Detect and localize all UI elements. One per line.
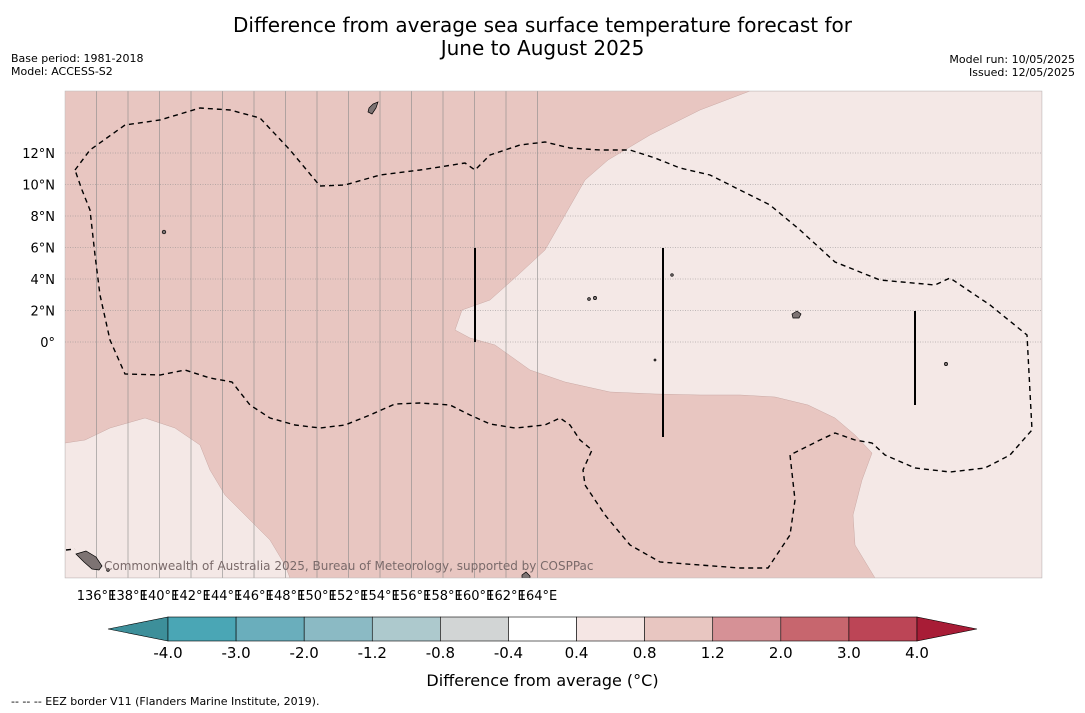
island-dot	[106, 568, 110, 572]
colorbar-swatch	[167, 616, 237, 642]
x-tick-label: 142°E	[171, 589, 211, 604]
colorbar-swatch	[508, 616, 577, 642]
colorbar-tick-label: 4.0	[905, 644, 929, 662]
colorbar-tick-label: 0.8	[632, 644, 657, 662]
x-tick-label: 156°E	[392, 589, 432, 604]
model-label: Model: ACCESS-S2	[11, 65, 113, 78]
map-title-line1: Difference from average sea surface temp…	[232, 13, 852, 37]
colorbar-extend-low	[107, 616, 169, 642]
eez-legend-footer: -- -- -- EEZ border V11 (Flanders Marine…	[11, 695, 320, 708]
x-axis-labels: 136°E138°E140°E142°E144°E146°E148°E150°E…	[77, 589, 558, 604]
eez-png-south	[65, 548, 76, 551]
island-guam	[367, 101, 379, 115]
colorbar-swatch	[712, 616, 782, 642]
colorbar-swatch	[371, 616, 441, 642]
x-tick-label: 162°E	[486, 589, 526, 604]
y-tick-label: 12°N	[22, 147, 55, 162]
issued-label: Issued: 12/05/2025	[968, 66, 1075, 79]
island-dot	[161, 229, 167, 235]
map-frame	[64, 90, 1043, 579]
colorbar-swatch	[644, 616, 714, 642]
island-north-png	[75, 550, 103, 571]
colorbar-tick-label: -2.0	[289, 644, 319, 662]
colorbar-swatch	[235, 616, 305, 642]
x-tick-label: 148°E	[266, 589, 306, 604]
x-tick-label: 164°E	[518, 589, 558, 604]
colorbar-tick-label: -4.0	[153, 644, 183, 662]
y-tick-label: 10°N	[22, 179, 55, 194]
islands	[75, 101, 948, 578]
anomaly-zone-low-southwest	[65, 417, 291, 578]
island-dot	[587, 297, 591, 301]
colorbar-swatch	[576, 616, 645, 642]
colorbar-tick-label: 0.4	[564, 644, 589, 662]
x-tick-label: 160°E	[455, 589, 495, 604]
anomaly-zone-low-east	[454, 91, 1042, 578]
island-small-south	[521, 571, 531, 578]
colorbar-tick-label: 2.0	[768, 644, 793, 662]
y-axis-labels: 12°N 10°N 8°N 6°N 4°N 2°N 0°	[22, 147, 55, 351]
y-tick-label: 8°N	[31, 210, 56, 225]
colorbar-swatch	[780, 616, 850, 642]
meta-left: Base period: 1981-2018 Model: ACCESS-S2	[11, 52, 143, 78]
island-dot	[653, 358, 657, 362]
eez-borders	[65, 107, 1033, 569]
x-tick-label: 140°E	[140, 589, 180, 604]
colorbar-tick-label: -0.4	[493, 644, 524, 662]
island-dot	[593, 296, 597, 300]
colorbar-swatch	[303, 616, 373, 642]
y-tick-label: 6°N	[31, 242, 56, 257]
x-tick-label: 150°E	[297, 589, 337, 604]
fsm-boundary-segments	[474, 248, 916, 437]
colorbar-tick-label: -0.8	[425, 644, 455, 662]
x-tick-label: 144°E	[203, 589, 243, 604]
colorbar	[107, 616, 978, 642]
colorbar-extend-high	[916, 616, 978, 642]
colorbar-swatch	[848, 616, 918, 642]
x-tick-label: 152°E	[329, 589, 369, 604]
colorbar-tick-label: -1.2	[357, 644, 387, 662]
y-tick-label: 2°N	[31, 305, 56, 320]
y-tick-label: 0°	[40, 336, 55, 351]
model-run-label: Model run: 10/05/2025	[949, 53, 1075, 66]
colorbar-swatch	[440, 616, 509, 642]
colorbar-tick-label: -3.0	[221, 644, 251, 662]
copyright-credit: Commonwealth of Australia 2025, Bureau o…	[104, 559, 594, 573]
x-tick-label: 158°E	[423, 589, 463, 604]
colorbar-tick-label: 3.0	[836, 644, 861, 662]
x-tick-label: 136°E	[77, 589, 117, 604]
colorbar-tick-label: 1.2	[700, 644, 725, 662]
meta-right: Model run: 10/05/2025 Issued: 12/05/2025	[949, 53, 1075, 79]
map-title-line2: June to August 2025	[440, 36, 645, 60]
colorbar-title: Difference from average (°C)	[426, 671, 659, 690]
eez-palau	[74, 107, 1033, 569]
x-tick-label: 138°E	[108, 589, 148, 604]
y-tick-label: 4°N	[31, 273, 56, 288]
base-period-label: Base period: 1981-2018	[11, 52, 144, 65]
x-tick-label: 154°E	[360, 589, 400, 604]
island-dot	[944, 362, 948, 366]
map-title: Difference from average sea surface temp…	[0, 14, 1085, 60]
island-dot	[670, 273, 674, 277]
island-pohnpei	[791, 310, 802, 319]
x-tick-label: 146°E	[234, 589, 274, 604]
